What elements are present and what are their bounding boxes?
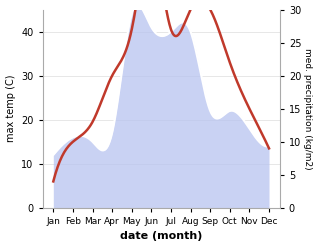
Y-axis label: max temp (C): max temp (C) <box>5 75 16 143</box>
X-axis label: date (month): date (month) <box>120 231 202 242</box>
Y-axis label: med. precipitation (kg/m2): med. precipitation (kg/m2) <box>303 48 313 169</box>
